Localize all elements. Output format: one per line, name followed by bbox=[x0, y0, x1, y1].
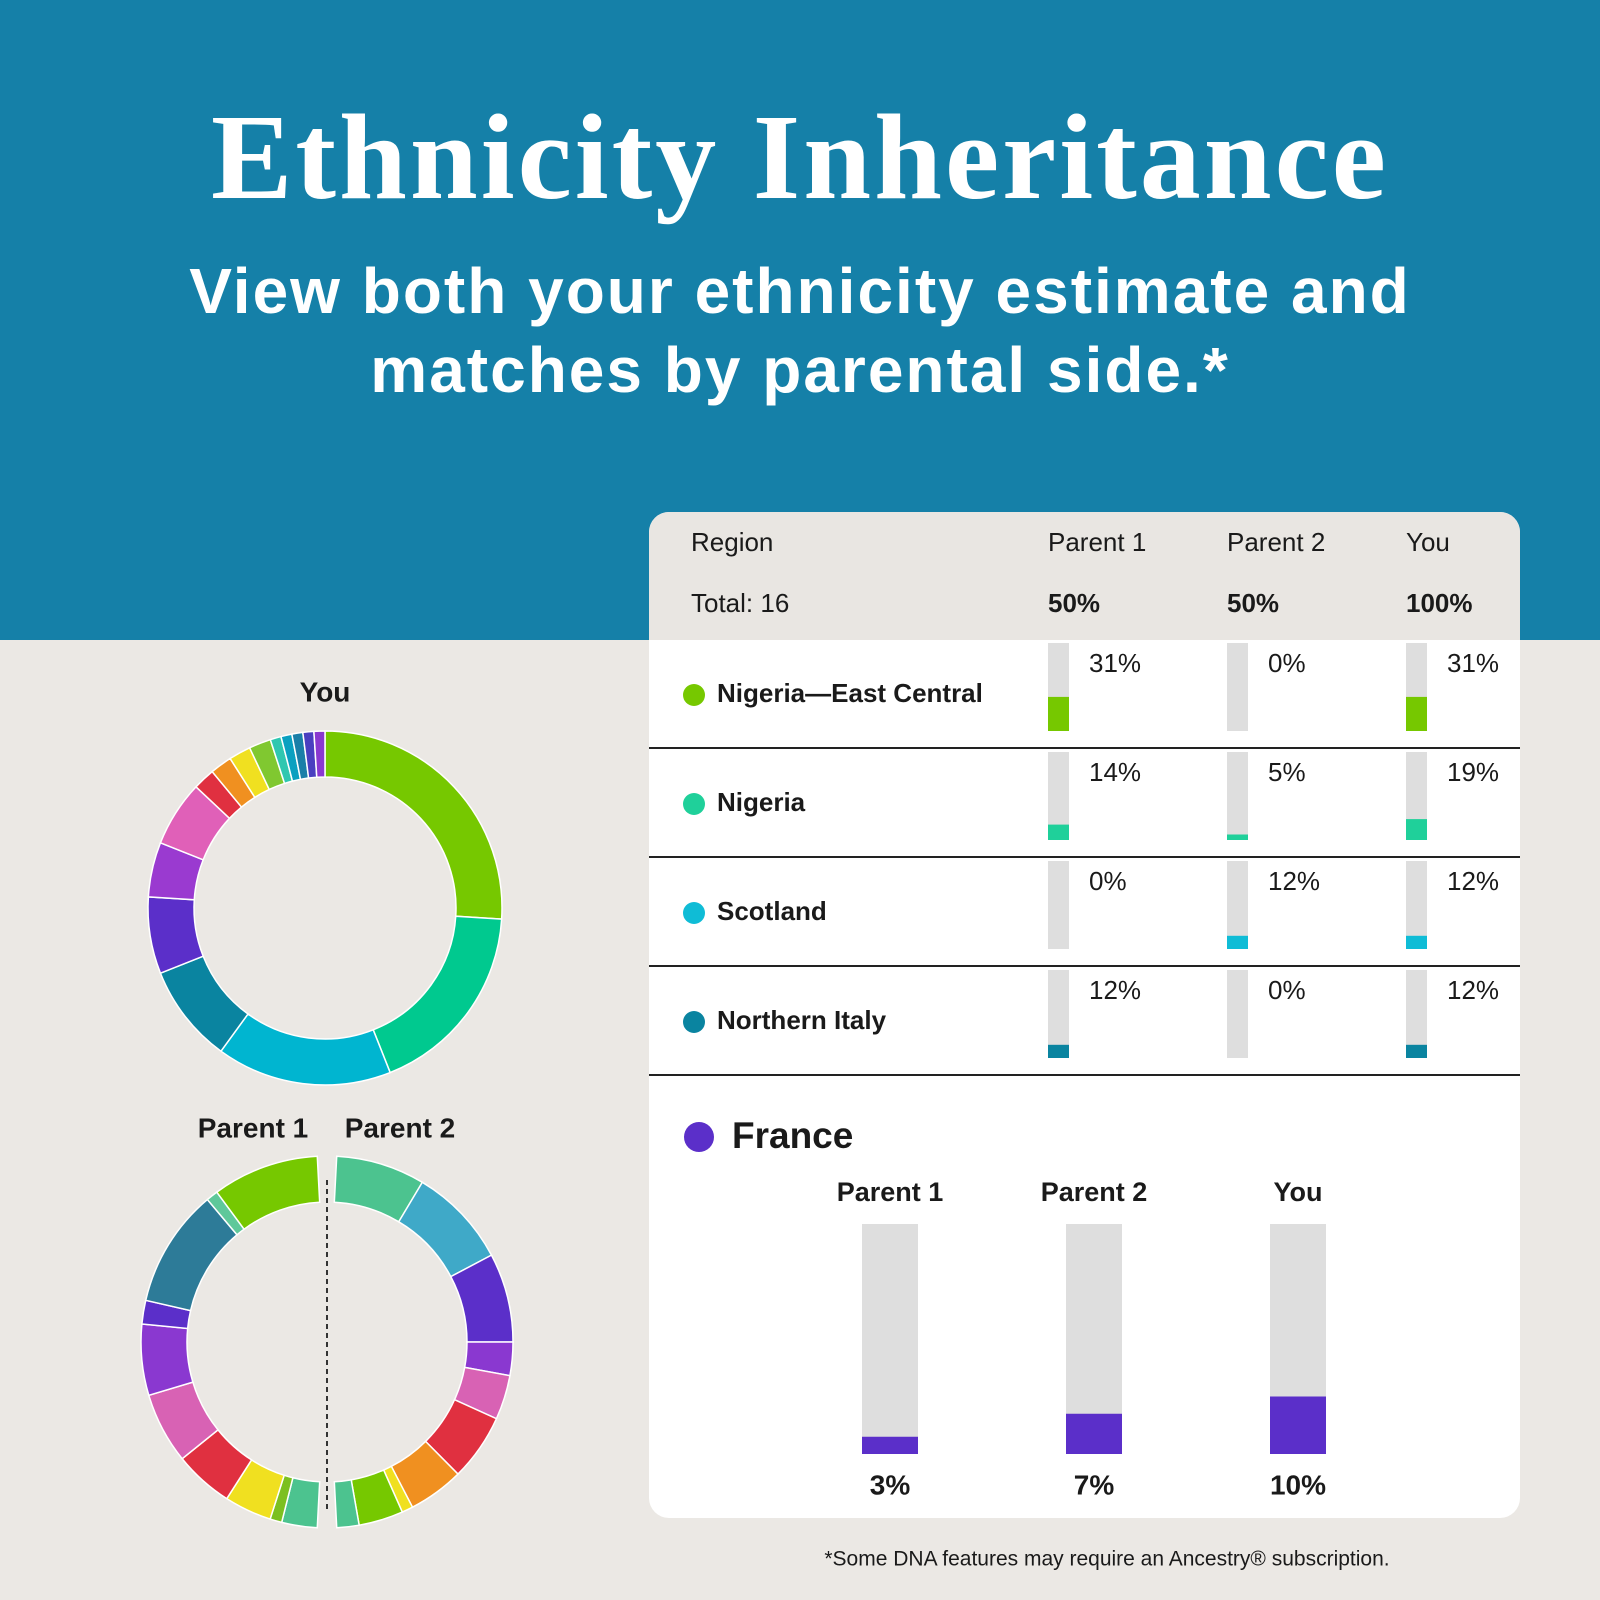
mini-bar-track bbox=[1048, 970, 1069, 1058]
mini-bar-label: 12% bbox=[1447, 975, 1499, 1005]
featured-region: France bbox=[732, 1115, 853, 1156]
column-total: 100% bbox=[1406, 588, 1473, 618]
column-total: Total: 16 bbox=[691, 588, 789, 618]
mini-bar-label: 12% bbox=[1089, 975, 1141, 1005]
region-dot bbox=[683, 684, 705, 706]
mini-bar-track bbox=[1406, 752, 1427, 840]
table-header bbox=[649, 512, 1520, 640]
subtitle-line: View both your ethnicity estimate and bbox=[189, 255, 1411, 327]
mini-bar-label: 0% bbox=[1089, 866, 1127, 896]
mini-bar-label: 0% bbox=[1268, 975, 1306, 1005]
mini-bar bbox=[1227, 834, 1248, 840]
mini-bar-label: 19% bbox=[1447, 757, 1499, 787]
mini-bar-label: 12% bbox=[1268, 866, 1320, 896]
region-name: Nigeria—East Central bbox=[717, 678, 983, 708]
mini-bar bbox=[1048, 1044, 1069, 1058]
region-dot bbox=[683, 793, 705, 815]
region-dot bbox=[683, 902, 705, 924]
donut-segment bbox=[215, 1155, 321, 1231]
donut-label: Parent 2 bbox=[345, 1112, 456, 1143]
column-header: Region bbox=[691, 527, 773, 557]
column-total: 50% bbox=[1048, 588, 1100, 618]
featured-column: You bbox=[1274, 1177, 1323, 1207]
mini-bar-track bbox=[1406, 970, 1427, 1058]
bar-label: 7% bbox=[1074, 1469, 1115, 1500]
mini-bar-label: 31% bbox=[1447, 648, 1499, 678]
donut-segment bbox=[333, 1479, 361, 1529]
mini-bar-track bbox=[1227, 643, 1248, 731]
region-dot bbox=[684, 1122, 714, 1152]
donut-label: Parent 1 bbox=[198, 1112, 309, 1143]
bar bbox=[1270, 1396, 1326, 1454]
mini-bar-label: 5% bbox=[1268, 757, 1306, 787]
donut-segment bbox=[140, 1323, 194, 1397]
featured-column: Parent 2 bbox=[1041, 1177, 1148, 1207]
featured-column: Parent 1 bbox=[837, 1177, 944, 1207]
column-header: Parent 2 bbox=[1227, 527, 1325, 557]
mini-bar-label: 14% bbox=[1089, 757, 1141, 787]
mini-bar bbox=[1227, 935, 1248, 949]
bar-label: 10% bbox=[1270, 1469, 1326, 1500]
mini-bar-label: 31% bbox=[1089, 648, 1141, 678]
region-dot bbox=[683, 1011, 705, 1033]
bar bbox=[1066, 1413, 1122, 1454]
bar-track bbox=[862, 1224, 918, 1454]
region-name: Scotland bbox=[717, 896, 827, 926]
subtitle-line: matches by parental side.* bbox=[370, 334, 1229, 406]
bar bbox=[862, 1436, 918, 1454]
mini-bar-track bbox=[1406, 861, 1427, 949]
mini-bar-track bbox=[1227, 752, 1248, 840]
mini-bar bbox=[1048, 696, 1069, 731]
title: Ethnicity Inheritance bbox=[211, 90, 1389, 225]
mini-bar bbox=[1406, 819, 1427, 840]
region-name: Nigeria bbox=[717, 787, 806, 817]
mini-bar-track bbox=[1048, 752, 1069, 840]
donut-label: You bbox=[300, 676, 351, 707]
mini-bar-label: 12% bbox=[1447, 866, 1499, 896]
mini-bar bbox=[1406, 935, 1427, 949]
donut-segment bbox=[313, 730, 326, 779]
column-header: Parent 1 bbox=[1048, 527, 1146, 557]
mini-bar bbox=[1406, 696, 1427, 731]
column-header: You bbox=[1406, 527, 1450, 557]
mini-bar-label: 0% bbox=[1268, 648, 1306, 678]
region-name: Northern Italy bbox=[717, 1005, 887, 1035]
mini-bar-track bbox=[1227, 861, 1248, 949]
mini-bar bbox=[1406, 1044, 1427, 1058]
column-total: 50% bbox=[1227, 588, 1279, 618]
footnote: *Some DNA features may require an Ancest… bbox=[824, 1548, 1389, 1571]
bar-label: 3% bbox=[870, 1469, 911, 1500]
mini-bar bbox=[1048, 824, 1069, 840]
mini-bar-track bbox=[1048, 861, 1069, 949]
mini-bar-track bbox=[1227, 970, 1248, 1058]
